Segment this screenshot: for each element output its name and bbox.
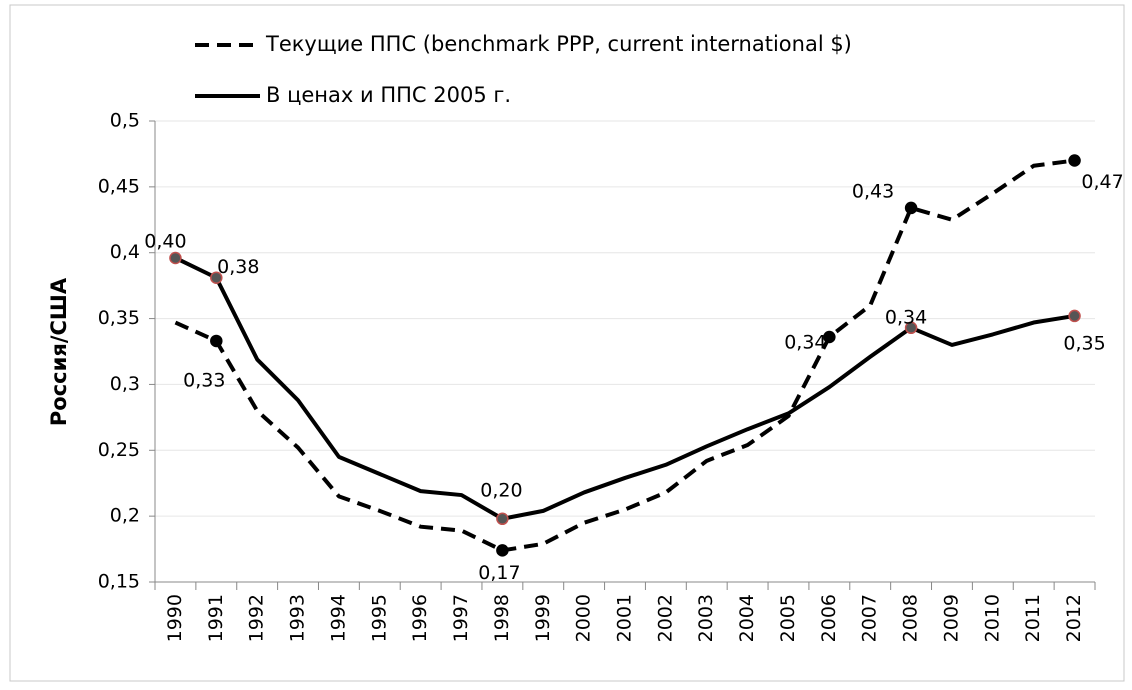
- x-tick-label: 2001: [614, 594, 636, 642]
- data-label: 0,40: [144, 230, 186, 252]
- x-tick-label: 2004: [736, 594, 758, 642]
- x-tick-label: 1990: [164, 594, 186, 642]
- y-tick-label: 0,5: [110, 110, 140, 132]
- point-marker: [904, 321, 918, 335]
- x-tick-label: 2006: [818, 594, 840, 642]
- x-tick-label: 2008: [900, 594, 922, 642]
- data-label: 0,34: [784, 332, 826, 354]
- x-tick-label: 2003: [695, 594, 717, 642]
- point-marker: [823, 330, 836, 344]
- point-marker: [904, 201, 918, 215]
- x-tick-label: 2000: [573, 594, 595, 642]
- x-tick-label: 2010: [981, 594, 1003, 642]
- legend-label: В ценах и ППС 2005 г.: [266, 83, 511, 107]
- data-label: 0,47: [1081, 171, 1123, 193]
- y-tick-label: 0,35: [98, 307, 140, 329]
- x-tick-label: 1999: [532, 594, 554, 642]
- x-tick-label: 1994: [327, 594, 349, 642]
- x-tick-label: 2005: [777, 594, 799, 642]
- series-line: [174, 158, 1075, 553]
- y-tick-label: 0,45: [98, 175, 140, 197]
- data-label: 0,20: [480, 479, 522, 501]
- point-marker: [210, 271, 223, 284]
- legend-label: Текущие ППС (benchmark PPP, current inte…: [265, 32, 852, 56]
- data-label: 0,43: [852, 180, 894, 202]
- data-label: 0,34: [885, 306, 927, 328]
- data-label: 0,35: [1063, 332, 1105, 354]
- data-label: 0,17: [478, 562, 520, 584]
- y-tick-label: 0,25: [98, 439, 140, 461]
- y-tick-label: 0,2: [110, 505, 140, 527]
- point-marker: [1068, 309, 1081, 323]
- x-tick-label: 1992: [246, 594, 268, 642]
- x-tick-label: 1993: [287, 594, 309, 642]
- point-marker: [1068, 154, 1081, 167]
- y-tick-label: 0,15: [98, 571, 140, 593]
- chart-frame: [9, 4, 1125, 682]
- x-tick-label: 2009: [940, 594, 962, 642]
- x-tick-label: 1996: [409, 594, 431, 642]
- point-marker: [210, 334, 223, 348]
- data-label: 0,38: [217, 256, 259, 278]
- x-tick-label: 2011: [1022, 594, 1044, 642]
- y-axis-title: Россия/США: [47, 277, 71, 426]
- y-tick-label: 0,3: [110, 373, 140, 395]
- point-marker: [496, 512, 509, 526]
- x-tick-label: 2002: [654, 594, 676, 642]
- series-line: [174, 256, 1075, 521]
- x-tick-label: 1998: [491, 594, 513, 642]
- x-tick-label: 1995: [368, 594, 390, 642]
- data-label: 0,33: [183, 369, 225, 391]
- x-tick-label: 1997: [450, 594, 472, 642]
- x-tick-label: 2007: [859, 594, 881, 642]
- point-marker: [496, 544, 509, 557]
- point-marker: [169, 251, 182, 265]
- y-tick-label: 0,4: [110, 241, 140, 263]
- x-tick-label: 1991: [205, 594, 227, 642]
- x-tick-label: 2012: [1063, 594, 1085, 642]
